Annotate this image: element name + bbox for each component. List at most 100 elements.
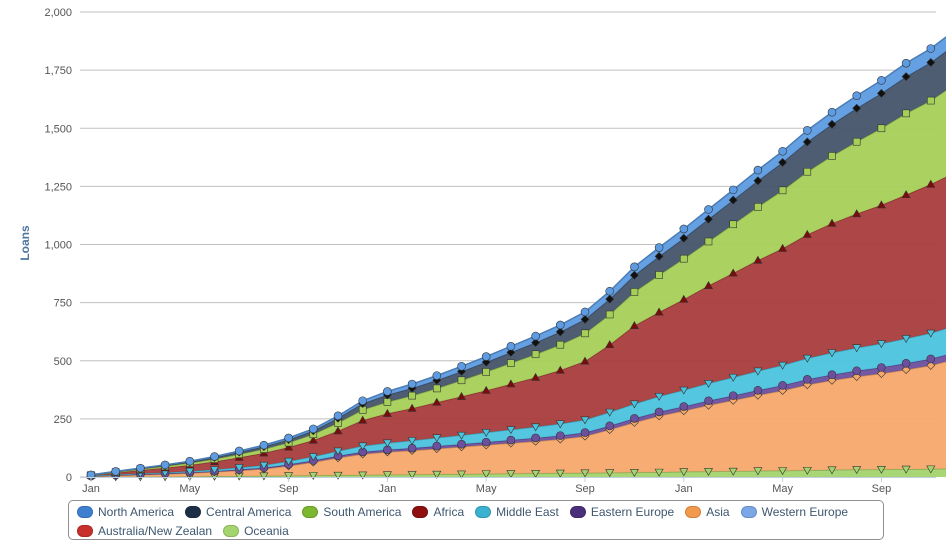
data-point	[234, 464, 244, 473]
data-point	[111, 467, 120, 476]
data-point	[432, 470, 442, 479]
legend-swatch	[185, 506, 202, 518]
data-point	[852, 209, 862, 218]
data-point	[531, 331, 540, 341]
data-point	[605, 286, 615, 296]
data-point	[259, 440, 269, 450]
legend-item-middle-east[interactable]: Middle East	[475, 504, 559, 520]
data-point	[778, 243, 788, 252]
data-point	[580, 307, 590, 317]
x-tick-label: May	[772, 483, 793, 495]
data-point	[728, 195, 738, 205]
data-point	[728, 268, 738, 277]
data-point	[876, 466, 886, 474]
data-point	[407, 379, 417, 389]
data-point	[728, 373, 738, 382]
data-point	[902, 109, 910, 118]
data-point	[481, 429, 491, 437]
legend-label: Africa	[433, 505, 465, 519]
data-point	[407, 443, 417, 453]
data-point	[703, 380, 714, 388]
legend-swatch	[475, 506, 492, 518]
data-point	[259, 461, 269, 470]
area-series	[90, 36, 946, 478]
legend-label: Central America	[206, 505, 292, 519]
data-point	[507, 359, 515, 367]
legend-swatch	[740, 506, 757, 518]
legend-label: South America	[323, 505, 402, 519]
x-tick-label: May	[476, 483, 497, 495]
data-point	[506, 426, 516, 435]
data-point	[753, 467, 763, 476]
data-point	[284, 472, 294, 481]
data-point	[728, 467, 738, 476]
data-point	[531, 469, 541, 478]
data-point	[630, 288, 639, 296]
data-point	[901, 335, 911, 344]
data-point	[555, 320, 565, 330]
data-point	[432, 397, 442, 406]
data-point	[580, 314, 590, 324]
legend-label: North America	[98, 505, 175, 519]
data-point	[481, 437, 491, 447]
data-point	[753, 176, 763, 186]
data-point	[531, 372, 541, 381]
data-point	[654, 251, 664, 261]
data-point	[383, 387, 392, 396]
legend-item-australia-new-zealan[interactable]: Australia/New Zealan	[77, 523, 212, 539]
data-point	[629, 469, 639, 477]
y-tick-label: 250	[54, 414, 72, 426]
data-point	[555, 469, 565, 478]
data-point	[481, 352, 491, 361]
data-point	[926, 360, 936, 370]
data-point	[481, 385, 491, 394]
data-point	[753, 385, 763, 395]
data-point	[432, 441, 442, 451]
data-point	[555, 327, 565, 337]
data-point	[852, 103, 862, 113]
data-point	[506, 342, 516, 351]
data-point	[679, 254, 688, 263]
data-point	[876, 340, 886, 349]
data-point	[210, 452, 219, 461]
legend-item-africa[interactable]: Africa	[412, 504, 464, 520]
legend-item-western-europe[interactable]: Western Europe	[740, 504, 848, 520]
legend-label: Middle East	[496, 505, 559, 519]
legend-item-oceania[interactable]: Oceania	[223, 523, 289, 539]
data-point	[679, 294, 689, 303]
data-point	[308, 435, 318, 444]
data-point	[778, 467, 788, 476]
data-point	[679, 386, 689, 395]
data-point	[506, 379, 516, 388]
y-tick-label: 500	[54, 356, 72, 368]
data-point	[753, 165, 763, 175]
data-point	[531, 350, 540, 359]
data-point	[629, 270, 639, 280]
data-point	[802, 354, 812, 363]
data-point	[655, 271, 663, 279]
data-point	[555, 420, 565, 429]
data-point	[876, 88, 886, 98]
data-point	[284, 457, 294, 466]
data-point	[333, 426, 343, 435]
legend-item-north-america[interactable]: North America	[77, 504, 174, 520]
data-point	[728, 185, 738, 195]
series-line	[90, 176, 946, 477]
data-point	[654, 407, 664, 417]
chart-canvas: 0 250 500 750 1,000 1,250 1,500 1,750 2,000 Jan Ma…	[18, 7, 946, 495]
legend-swatch	[223, 525, 240, 537]
data-point	[284, 442, 294, 451]
legend-item-south-america[interactable]: South America	[302, 504, 401, 520]
data-point	[456, 470, 467, 479]
data-point	[729, 220, 738, 229]
data-point	[901, 190, 911, 199]
legend-item-asia[interactable]: Asia	[685, 504, 730, 520]
legend-item-central-america[interactable]: Central America	[185, 504, 291, 520]
legend-swatch	[302, 506, 319, 518]
data-point	[852, 466, 862, 475]
chart-legend: North America Central America South Americ…	[68, 500, 884, 540]
data-point	[926, 179, 936, 188]
legend-item-eastern-europe[interactable]: Eastern Europe	[569, 504, 674, 520]
data-point	[531, 433, 540, 443]
data-point	[703, 281, 714, 289]
